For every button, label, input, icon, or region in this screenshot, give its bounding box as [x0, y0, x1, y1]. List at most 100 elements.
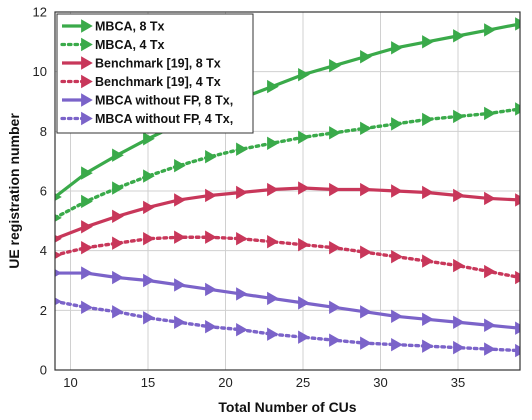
- data-point: [55, 234, 62, 243]
- y-axis-label: UE registration number: [6, 113, 22, 269]
- legend-marker: [81, 111, 93, 126]
- series-5: [55, 266, 520, 335]
- tick-labels: 10 15 20 25 30 35 0 2 4 6 8 10 12: [33, 5, 466, 391]
- legend: MBCA, 8 Tx MBCA, 4 Tx Benchmark [19], 8 Tx…: [56, 13, 254, 134]
- legend-marker: [81, 37, 93, 52]
- data-point: [360, 305, 372, 319]
- data-point: [329, 240, 341, 255]
- data-point: [391, 249, 403, 264]
- series-line: [55, 271, 520, 330]
- y-tick-label: 4: [40, 243, 47, 258]
- legend-marker: [81, 93, 93, 107]
- legend-label: Benchmark [19], 4 Tx: [95, 75, 221, 89]
- data-point: [391, 41, 403, 55]
- series-line: [55, 22, 520, 199]
- data-point: [298, 330, 310, 344]
- data-point: [55, 269, 62, 277]
- data-point: [55, 251, 62, 260]
- data-point: [453, 188, 465, 203]
- y-tick-label: 8: [40, 124, 47, 139]
- y-tick-label: 0: [40, 363, 47, 378]
- data-point: [174, 158, 186, 173]
- data-point: [267, 136, 279, 150]
- y-tick-label: 10: [33, 64, 47, 79]
- data-point: [143, 132, 155, 146]
- data-point: [236, 185, 248, 200]
- data-point: [391, 309, 403, 323]
- legend-box: [56, 13, 254, 134]
- data-point: [143, 311, 155, 325]
- series-line: [55, 235, 520, 280]
- data-point: [205, 150, 217, 164]
- data-point: [267, 291, 279, 306]
- x-tick-label: 10: [63, 375, 77, 390]
- data-point: [422, 254, 434, 268]
- legend-item: Benchmark [19], 8 Tx: [62, 56, 221, 71]
- x-tick-label: 20: [218, 375, 232, 390]
- legend-marker: [81, 19, 93, 33]
- data-point: [391, 117, 403, 131]
- data-point: [236, 142, 248, 156]
- x-tick-label: 35: [451, 375, 465, 390]
- data-point: [205, 282, 217, 297]
- legend-item: MBCA, 4 Tx: [60, 37, 165, 52]
- y-tick-label: 6: [40, 184, 47, 199]
- data-point: [112, 181, 124, 195]
- data-point: [515, 321, 520, 335]
- data-point: [484, 318, 496, 332]
- data-point: [205, 188, 217, 203]
- x-axis-label: Total Number of CUs: [218, 399, 356, 415]
- data-point: [422, 35, 434, 49]
- legend-label: MBCA, 4 Tx: [95, 38, 165, 52]
- data-point: [515, 193, 520, 207]
- data-point: [81, 166, 93, 180]
- data-point: [112, 236, 124, 250]
- x-tick-label: 30: [373, 375, 387, 390]
- data-point: [205, 320, 217, 334]
- series-line: [55, 299, 520, 353]
- data-point: [81, 220, 93, 234]
- data-point: [112, 209, 124, 224]
- data-point: [267, 235, 279, 249]
- data-point: [81, 194, 93, 209]
- data-point: [267, 182, 279, 197]
- data-point: [453, 109, 465, 124]
- data-point: [453, 29, 465, 43]
- y-tick-label: 12: [33, 5, 47, 20]
- data-point: [329, 300, 341, 315]
- data-point: [360, 245, 372, 259]
- legend-marker: [81, 74, 93, 89]
- data-point: [236, 232, 248, 246]
- legend-marker: [81, 56, 93, 70]
- data-point: [55, 213, 62, 222]
- data-point: [55, 193, 62, 201]
- data-point: [453, 340, 465, 355]
- data-point: [298, 130, 310, 144]
- data-point: [329, 59, 341, 73]
- data-point: [422, 185, 434, 200]
- data-point: [391, 337, 403, 352]
- legend-label: MBCA, 8 Tx: [95, 20, 165, 34]
- data-point: [236, 287, 248, 301]
- data-point: [453, 315, 465, 329]
- data-point: [298, 238, 310, 252]
- data-point: [81, 300, 93, 315]
- data-point: [484, 106, 496, 121]
- x-tick-label: 15: [141, 375, 155, 390]
- data-point: [360, 336, 372, 350]
- legend-item: MBCA without FP, 8 Tx,: [62, 93, 233, 108]
- data-point: [112, 148, 124, 162]
- data-point: [329, 182, 341, 197]
- data-point: [174, 230, 186, 244]
- data-point: [267, 327, 279, 341]
- series-2: [55, 102, 520, 222]
- data-point: [360, 182, 372, 197]
- data-point: [174, 315, 186, 329]
- legend-label: MBCA without FP, 8 Tx,: [95, 94, 233, 108]
- data-point: [391, 184, 403, 198]
- legend-item: Benchmark [19], 4 Tx: [60, 74, 221, 89]
- data-point: [236, 323, 248, 337]
- data-point: [360, 121, 372, 136]
